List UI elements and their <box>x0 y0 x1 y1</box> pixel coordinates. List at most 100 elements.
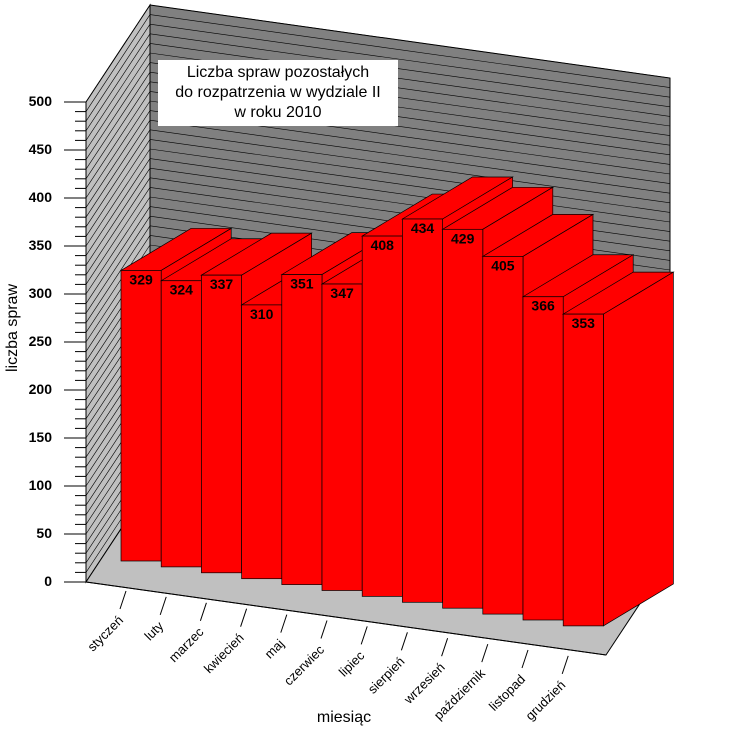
y-axis: 0 50 100 150 200 250 300 350 400 450 500 <box>29 93 87 589</box>
bar-front-face <box>160 280 202 568</box>
back-wall-gridline <box>149 139 671 213</box>
side-wall-gridline <box>85 139 151 237</box>
x-axis-tick <box>280 614 288 633</box>
back-wall-gridline <box>149 33 671 108</box>
x-tick-label: styczeń <box>84 613 126 655</box>
x-axis-tick <box>400 632 408 651</box>
y-tick-label: 0 <box>44 573 52 589</box>
bar-front-face <box>321 283 363 591</box>
y-tick-label: 250 <box>29 333 53 349</box>
back-wall-gridline <box>149 43 671 117</box>
bar-value-label: 429 <box>451 230 475 246</box>
bar-value-label: 337 <box>210 276 234 292</box>
side-wall-gridline <box>85 158 151 256</box>
x-axis-tick <box>159 596 167 616</box>
bar-front-face <box>361 235 403 597</box>
bar-front-face <box>241 304 283 580</box>
bar-front-face <box>120 270 162 562</box>
x-axis-tick <box>561 655 569 675</box>
bar-front-face <box>442 228 484 609</box>
bar-value-label: 353 <box>572 315 596 331</box>
chart-title-line-3: w roku 2010 <box>234 104 322 121</box>
x-axis-tick <box>481 643 489 663</box>
bar-value-label: 434 <box>411 220 435 236</box>
x-tick-label: kwiecień <box>201 630 247 676</box>
back-wall-gridline <box>149 4 671 79</box>
x-axis-tick <box>521 649 529 669</box>
back-wall-gridline <box>149 148 671 223</box>
side-wall-gridline <box>85 33 151 131</box>
side-wall-gridline <box>85 235 151 333</box>
x-tick-label: maj <box>261 636 286 661</box>
side-wall-gridline <box>85 24 151 122</box>
bar-front-face <box>402 218 443 603</box>
x-axis-tick <box>441 638 449 657</box>
y-tick-label: 50 <box>36 525 52 541</box>
side-wall-gridline <box>85 91 151 189</box>
side-wall-gridline <box>85 43 151 141</box>
side-wall-gridline <box>85 206 151 304</box>
back-wall-gridline <box>149 129 671 204</box>
side-wall-gridline <box>85 129 151 227</box>
side-wall-gridline <box>85 177 151 275</box>
side-wall-gridline <box>85 72 151 170</box>
side-wall-gridline <box>85 14 151 112</box>
side-wall-gridline <box>85 225 151 323</box>
back-wall-gridline <box>149 119 671 194</box>
bar-value-label: 351 <box>290 276 314 292</box>
x-axis-tick <box>320 620 328 639</box>
y-tick-label: 150 <box>29 429 53 445</box>
y-tick-label: 450 <box>29 141 53 157</box>
side-wall-gridline <box>85 196 151 295</box>
y-tick-label: 500 <box>29 93 53 109</box>
bar-value-label: 405 <box>491 257 515 273</box>
x-tick-label: marzec <box>166 624 207 665</box>
bar-value-label: 310 <box>250 306 274 322</box>
bar-value-label: 324 <box>170 282 194 298</box>
bar-value-label: 329 <box>129 271 153 287</box>
side-wall-gridline <box>85 81 151 179</box>
back-wall-gridline <box>149 14 671 88</box>
back-wall-gridline <box>149 23 671 98</box>
chart-title-line-1: Liczba spraw pozostałych <box>186 64 370 81</box>
bars: 329 324 337 310 351 347 408 434 429 405 366 353 <box>119 176 675 627</box>
side-wall-gridline <box>85 168 151 266</box>
side-wall-gridline <box>85 100 151 199</box>
chart-title-line-2: do rozpatrzenia w wydziale II <box>175 84 381 101</box>
x-tick-label: czerwiec <box>281 642 328 689</box>
y-tick-label: 350 <box>29 237 53 253</box>
side-wall-gridline <box>85 187 151 285</box>
x-axis-tick <box>199 602 207 621</box>
bar-front-face <box>562 313 604 627</box>
y-tick-label: 100 <box>29 477 53 493</box>
bar-value-label: 366 <box>531 298 555 314</box>
x-tick-label: wrzesień <box>400 660 448 708</box>
bar-value-label: 408 <box>371 237 395 253</box>
side-wall-gridline <box>85 216 151 314</box>
x-axis-line <box>85 581 607 656</box>
y-tick-label: 200 <box>29 381 53 397</box>
side-wall-gridline <box>85 148 151 247</box>
side-wall-gridline <box>85 4 151 103</box>
side-wall-gridline <box>85 52 151 151</box>
bar-side-face <box>603 271 674 627</box>
y-tick-label: 300 <box>29 285 53 301</box>
x-axis-tick <box>240 608 248 627</box>
chart-title: Liczba spraw pozostałych do rozpatrzenia… <box>158 60 398 126</box>
bar-front-face <box>522 296 564 621</box>
x-tick-label: listopad <box>486 672 528 714</box>
side-wall-gridline <box>85 62 151 160</box>
x-tick-label: sierpień <box>365 654 408 697</box>
x-axis-tick <box>119 590 127 610</box>
y-tick-label: 400 <box>29 189 53 205</box>
bar-front-face <box>482 256 524 615</box>
side-wall-gridline <box>85 120 151 218</box>
x-tick-label: luty <box>141 618 166 643</box>
side-wall-gridline <box>85 110 151 208</box>
x-tick-label: grudzień <box>522 677 568 723</box>
y-axis-title: liczba spraw <box>4 284 21 372</box>
x-axis-tick <box>360 626 368 645</box>
x-axis-title: miesiąc <box>317 709 371 726</box>
bar-value-label: 347 <box>330 285 354 301</box>
